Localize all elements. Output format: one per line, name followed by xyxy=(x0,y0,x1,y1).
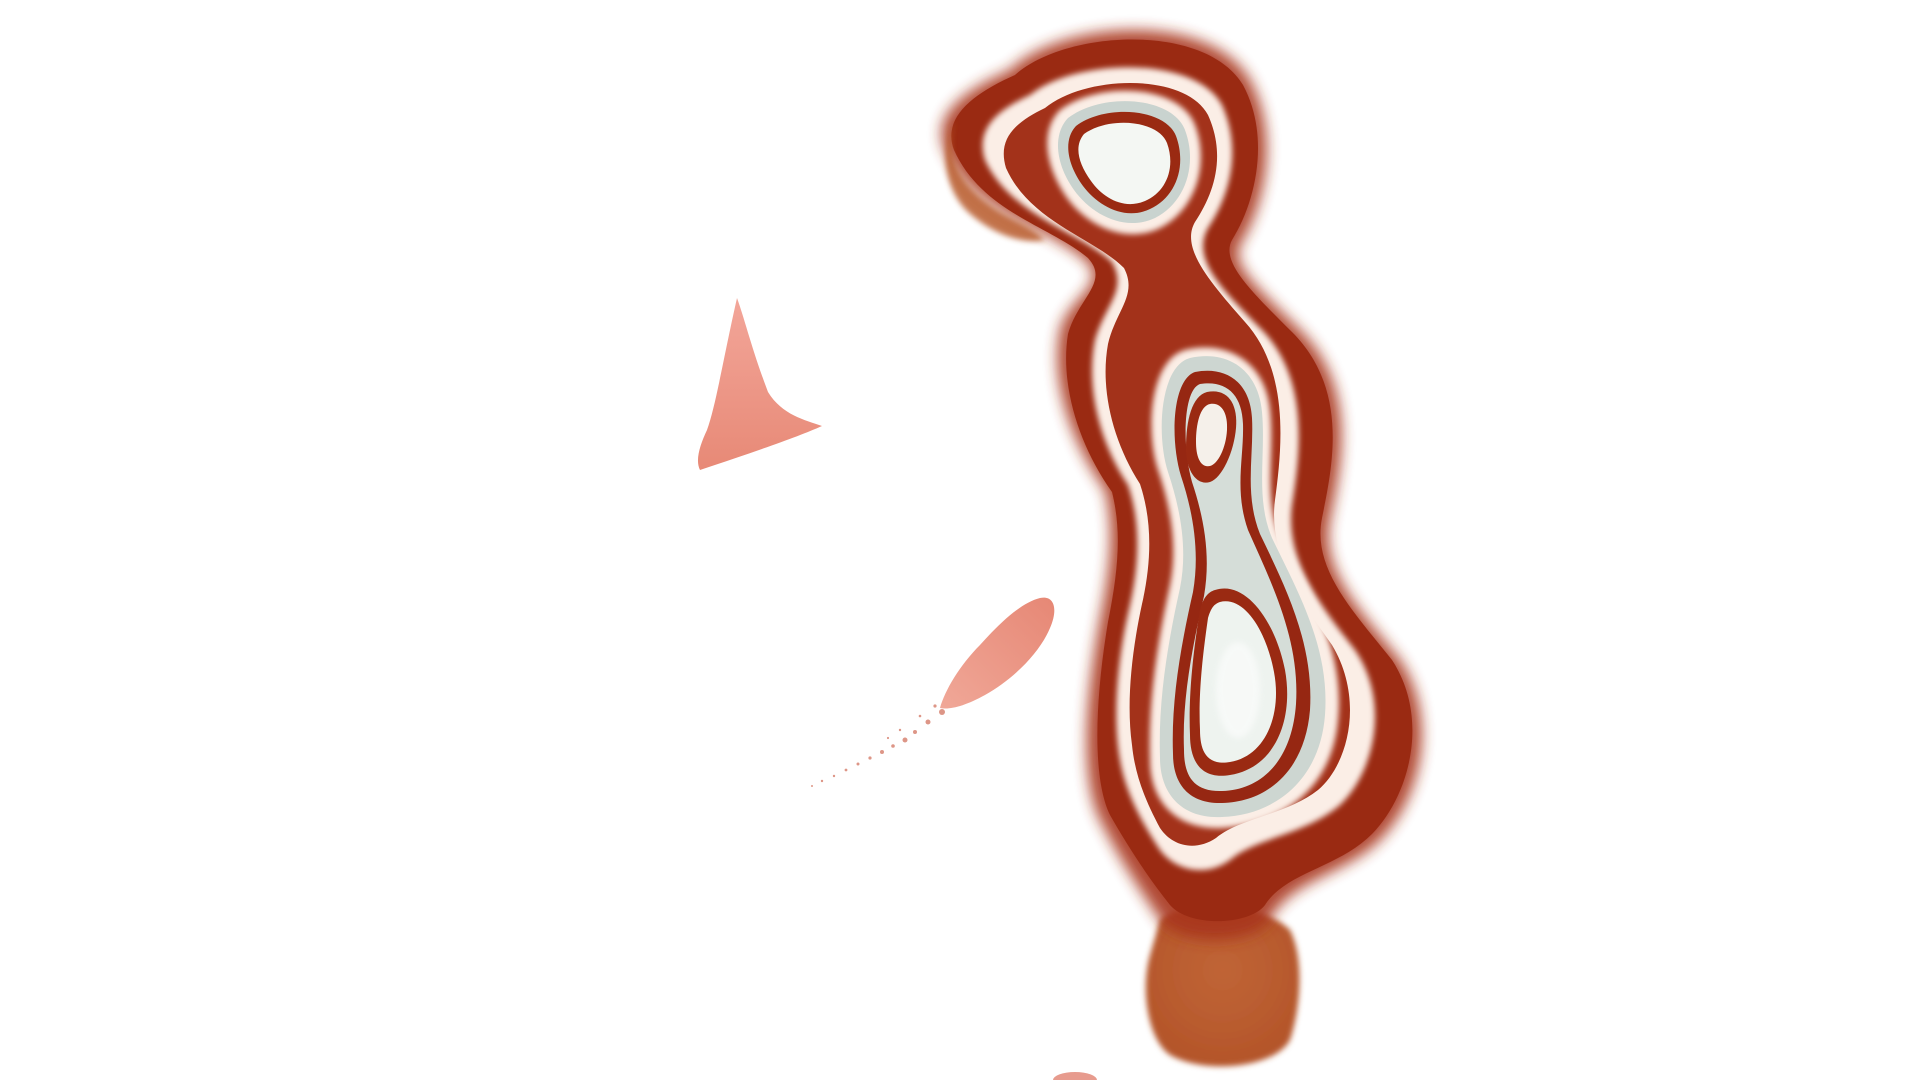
drip-tip xyxy=(1053,1072,1097,1080)
coral-shard-upper xyxy=(697,298,822,470)
upper-glass-loop xyxy=(1047,90,1201,235)
coral-shard-lower xyxy=(940,597,1055,709)
speckle-trail xyxy=(811,704,945,787)
rust-shade-left xyxy=(945,120,1045,242)
orange-drip xyxy=(1145,906,1300,1067)
lower-glass-loop xyxy=(1149,347,1339,829)
